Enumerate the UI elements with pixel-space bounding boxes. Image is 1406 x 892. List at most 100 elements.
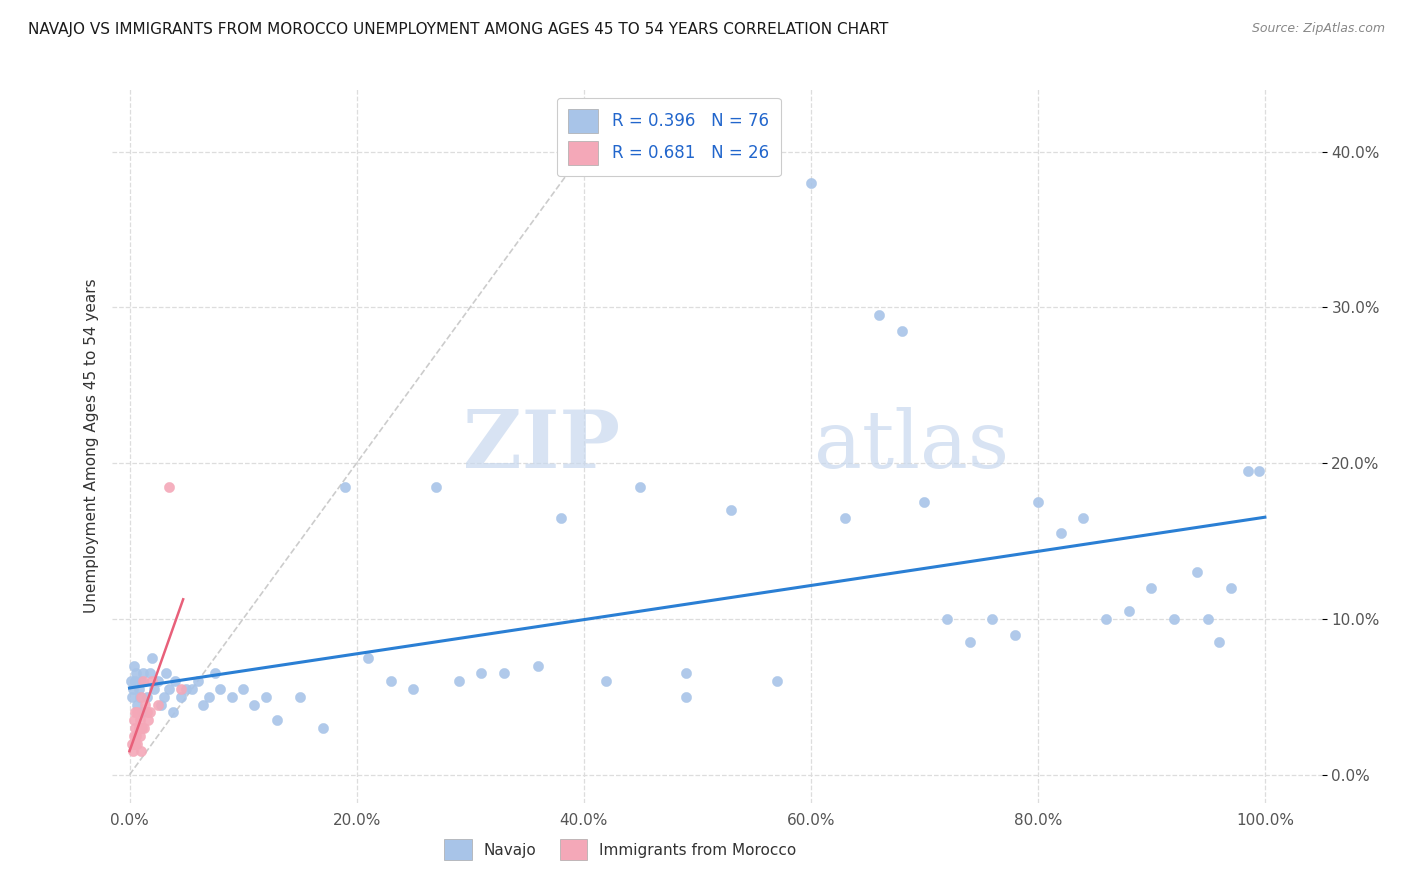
Point xyxy=(288,690,311,704)
Point xyxy=(834,510,856,524)
Point xyxy=(198,690,221,704)
Point xyxy=(135,690,157,704)
Point xyxy=(1197,612,1219,626)
Point xyxy=(425,479,447,493)
Point xyxy=(193,698,215,712)
Point xyxy=(675,666,697,681)
Point xyxy=(157,479,180,493)
Point xyxy=(128,721,150,735)
Point xyxy=(402,681,425,696)
Point xyxy=(221,690,243,704)
Point xyxy=(125,666,148,681)
Point xyxy=(134,698,156,712)
Point xyxy=(720,503,742,517)
Point xyxy=(124,674,146,689)
Point xyxy=(146,674,169,689)
Point xyxy=(1249,464,1271,478)
Point xyxy=(122,729,145,743)
Point xyxy=(128,690,150,704)
Point xyxy=(1095,612,1118,626)
Point xyxy=(1071,510,1094,524)
Text: ZIP: ZIP xyxy=(464,407,620,485)
Point xyxy=(232,681,254,696)
Point xyxy=(335,479,357,493)
Point xyxy=(128,729,150,743)
Point xyxy=(152,690,174,704)
Point xyxy=(550,510,572,524)
Point xyxy=(127,737,149,751)
Point xyxy=(122,658,145,673)
Point xyxy=(174,681,197,696)
Point xyxy=(135,706,157,720)
Point xyxy=(181,681,204,696)
Point xyxy=(129,744,152,758)
Point xyxy=(129,690,152,704)
Point xyxy=(447,674,470,689)
Point xyxy=(1026,495,1049,509)
Point xyxy=(122,744,145,758)
Point xyxy=(266,713,288,727)
Point xyxy=(163,674,186,689)
Point xyxy=(131,721,153,735)
Point xyxy=(1004,627,1026,641)
Point xyxy=(800,176,823,190)
Point xyxy=(675,690,697,704)
Point xyxy=(157,681,180,696)
Point xyxy=(595,674,617,689)
Point xyxy=(311,721,333,735)
Text: NAVAJO VS IMMIGRANTS FROM MOROCCO UNEMPLOYMENT AMONG AGES 45 TO 54 YEARS CORRELA: NAVAJO VS IMMIGRANTS FROM MOROCCO UNEMPL… xyxy=(28,22,889,37)
Point xyxy=(243,698,266,712)
Point xyxy=(981,612,1004,626)
Point xyxy=(936,612,959,626)
Point xyxy=(146,698,169,712)
Point xyxy=(1237,464,1260,478)
Point xyxy=(134,721,156,735)
Point xyxy=(1163,612,1185,626)
Point xyxy=(124,721,146,735)
Point xyxy=(120,674,142,689)
Point xyxy=(121,737,143,751)
Point xyxy=(131,706,153,720)
Point xyxy=(141,674,163,689)
Point xyxy=(127,706,149,720)
Point xyxy=(1118,604,1140,618)
Point xyxy=(868,308,890,322)
Point xyxy=(628,479,651,493)
Point xyxy=(155,666,177,681)
Point xyxy=(139,666,162,681)
Point xyxy=(204,666,226,681)
Point xyxy=(141,651,163,665)
Text: atlas: atlas xyxy=(814,407,1010,485)
Point xyxy=(494,666,516,681)
Point xyxy=(357,651,380,665)
Point xyxy=(959,635,981,649)
Point xyxy=(187,674,209,689)
Point xyxy=(139,706,162,720)
Point xyxy=(1219,581,1241,595)
Legend: Navajo, Immigrants from Morocco: Navajo, Immigrants from Morocco xyxy=(439,832,803,866)
Point xyxy=(1208,635,1230,649)
Point xyxy=(127,698,149,712)
Point xyxy=(209,681,232,696)
Point xyxy=(527,658,550,673)
Point xyxy=(912,495,935,509)
Point xyxy=(169,681,191,696)
Point xyxy=(128,713,150,727)
Point xyxy=(254,690,277,704)
Text: Source: ZipAtlas.com: Source: ZipAtlas.com xyxy=(1251,22,1385,36)
Point xyxy=(890,324,912,338)
Point xyxy=(122,681,145,696)
Point xyxy=(124,706,146,720)
Y-axis label: Unemployment Among Ages 45 to 54 years: Unemployment Among Ages 45 to 54 years xyxy=(83,278,98,614)
Point xyxy=(124,737,146,751)
Point xyxy=(169,690,191,704)
Point xyxy=(162,706,184,720)
Point xyxy=(129,674,152,689)
Point xyxy=(121,690,143,704)
Point xyxy=(470,666,492,681)
Point xyxy=(125,729,148,743)
Point xyxy=(122,713,145,727)
Point xyxy=(132,666,155,681)
Point xyxy=(128,681,150,696)
Point xyxy=(143,681,166,696)
